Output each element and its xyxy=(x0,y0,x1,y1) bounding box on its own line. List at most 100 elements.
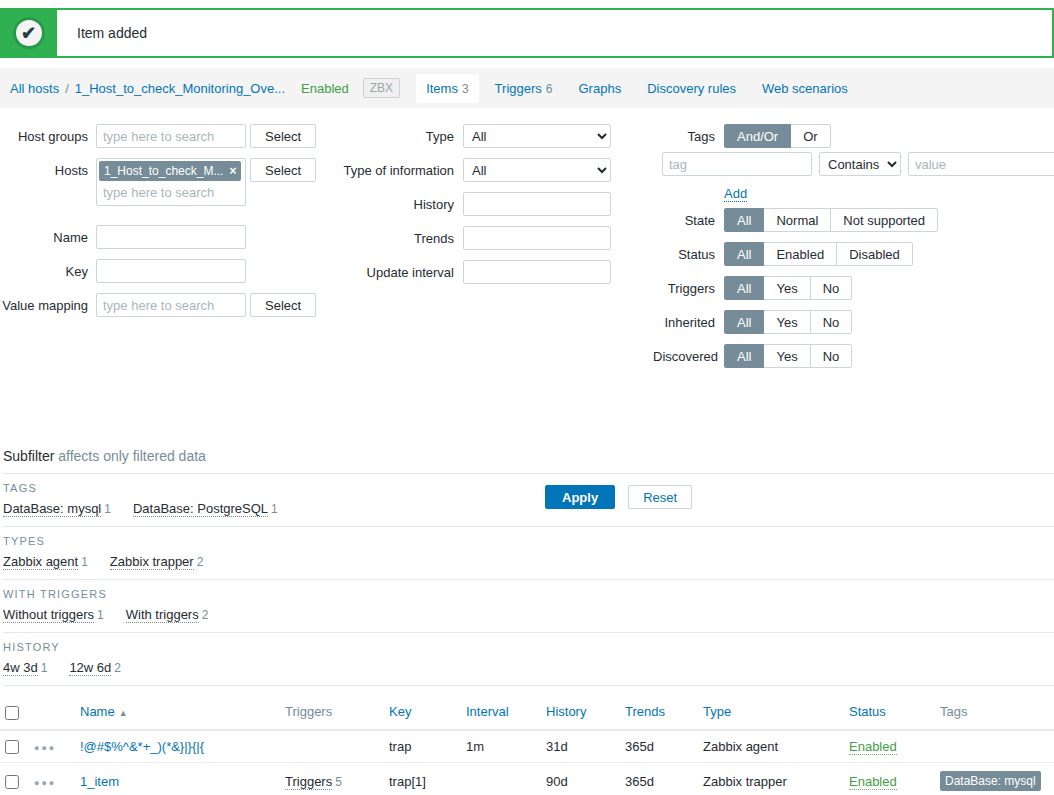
item-trends: 365d xyxy=(617,730,695,763)
subfilter-history-header: HISTORY xyxy=(3,641,1054,653)
discovered-segment: All Yes No xyxy=(724,344,852,368)
tab-triggers[interactable]: Triggers6 xyxy=(485,74,563,103)
tag-match-select[interactable]: Contains xyxy=(819,152,901,176)
hosts-label: Hosts xyxy=(0,158,88,178)
hosts-input-placeholder[interactable]: type here to search xyxy=(99,181,243,202)
tags-operator-andor[interactable]: And/Or xyxy=(724,124,791,148)
item-name-link[interactable]: !@#$%^&*+_)(*&}|}{|{ xyxy=(80,739,204,754)
column-header-status[interactable]: Status xyxy=(849,704,886,719)
trends-input[interactable] xyxy=(463,226,611,250)
item-triggers-link[interactable]: Triggers xyxy=(285,774,332,790)
host-status-label: Enabled xyxy=(301,81,349,96)
type-label: Type xyxy=(335,124,454,144)
discovered-all-button[interactable]: All xyxy=(724,344,764,368)
tab-items[interactable]: Items 3 xyxy=(416,74,478,103)
triggers-yes-button[interactable]: Yes xyxy=(763,276,810,300)
add-row-spacer xyxy=(653,178,715,183)
subfilter-with-triggers-header: WITH TRIGGERS xyxy=(3,588,1054,600)
table-row: ●●● !@#$%^&*+_)(*&}|}{|{ trap 1m 31d 365… xyxy=(0,730,1054,763)
tab-triggers-count: 6 xyxy=(546,82,553,96)
column-header-tags: Tags xyxy=(932,694,1054,730)
state-not-supported-button[interactable]: Not supported xyxy=(830,208,938,232)
item-status-link[interactable]: Enabled xyxy=(849,774,897,790)
column-header-name[interactable]: Name xyxy=(80,704,115,719)
apply-button[interactable]: Apply xyxy=(545,485,615,509)
column-header-triggers: Triggers xyxy=(277,694,381,730)
subfilter-type-agent-link[interactable]: Zabbix agent xyxy=(3,554,78,570)
value-mapping-input[interactable] xyxy=(96,293,246,317)
column-header-type[interactable]: Type xyxy=(703,704,731,719)
subfilter-count: 1 xyxy=(104,502,111,516)
item-type: Zabbix agent xyxy=(695,730,841,763)
subfilter-item: DataBase: mysql1 xyxy=(3,501,111,516)
tags-operator-or[interactable]: Or xyxy=(790,124,830,148)
subfilter-count: 1 xyxy=(97,608,104,622)
tab-items-label: Items xyxy=(426,81,458,96)
row-checkbox[interactable] xyxy=(5,775,19,789)
row-menu-button[interactable]: ●●● xyxy=(34,778,56,788)
success-check-icon: ✔ xyxy=(13,17,45,49)
triggers-all-button[interactable]: All xyxy=(724,276,764,300)
subfilter-type-trapper-link[interactable]: Zabbix trapper xyxy=(110,554,194,570)
banner-message: Item added xyxy=(57,8,1054,58)
host-groups-input[interactable] xyxy=(96,124,246,148)
discovered-yes-button[interactable]: Yes xyxy=(763,344,810,368)
tab-web-scenarios[interactable]: Web scenarios xyxy=(752,74,858,103)
status-disabled-button[interactable]: Disabled xyxy=(836,242,913,266)
breadcrumb-all-hosts[interactable]: All hosts xyxy=(10,81,59,96)
type-of-information-label: Type of information xyxy=(335,158,454,178)
subfilter-title: Subfilter affects only filtered data xyxy=(3,438,1054,473)
triggers-no-button[interactable]: No xyxy=(810,276,853,300)
tag-value-input[interactable] xyxy=(908,152,1054,176)
status-all-button[interactable]: All xyxy=(724,242,764,266)
host-groups-select-button[interactable]: Select xyxy=(250,124,316,148)
subfilter-history-12w6d-link[interactable]: 12w 6d xyxy=(69,660,111,676)
tags-operator-segment: And/Or Or xyxy=(724,124,831,148)
column-header-trends[interactable]: Trends xyxy=(625,704,665,719)
hosts-select-button[interactable]: Select xyxy=(250,158,316,182)
column-header-interval[interactable]: Interval xyxy=(466,704,509,719)
filter-column-middle: Type All Type of information All History… xyxy=(335,124,625,294)
column-header-history[interactable]: History xyxy=(546,704,586,719)
subfilter-item: With triggers2 xyxy=(126,607,209,622)
value-mapping-select-button[interactable]: Select xyxy=(250,293,316,317)
add-tag-link[interactable]: Add xyxy=(724,186,747,202)
hosts-multiselect[interactable]: 1_Host_to_check_M...× type here to searc… xyxy=(96,158,246,206)
inherited-all-button[interactable]: All xyxy=(724,310,764,334)
state-all-button[interactable]: All xyxy=(724,208,764,232)
tab-items-count: 3 xyxy=(462,82,469,96)
host-nav-band: All hosts / 1_Host_to_check_Monitoring_O… xyxy=(0,68,1054,108)
state-normal-button[interactable]: Normal xyxy=(763,208,831,232)
item-name-link[interactable]: 1_item xyxy=(80,774,119,789)
subfilter-history-4w3d-link[interactable]: 4w 3d xyxy=(3,660,38,676)
subfilter-group-with-triggers: WITH TRIGGERS Without triggers1 With tri… xyxy=(3,579,1054,632)
column-header-key[interactable]: Key xyxy=(389,704,411,719)
inherited-no-button[interactable]: No xyxy=(810,310,853,334)
update-interval-input[interactable] xyxy=(463,260,611,284)
tab-discovery-rules[interactable]: Discovery rules xyxy=(637,74,746,103)
tag-name-input[interactable] xyxy=(662,152,812,176)
type-select[interactable]: All xyxy=(463,124,611,148)
type-of-information-select[interactable]: All xyxy=(463,158,611,182)
reset-button[interactable]: Reset xyxy=(628,485,692,509)
subfilter-without-triggers-link[interactable]: Without triggers xyxy=(3,607,94,623)
subfilter-tag-postgresql-link[interactable]: DataBase: PostgreSQL xyxy=(133,501,268,517)
name-input[interactable] xyxy=(96,225,246,249)
subfilter-with-triggers-link[interactable]: With triggers xyxy=(126,607,199,623)
triggers-filter-label: Triggers xyxy=(653,276,715,296)
host-chip-remove-icon[interactable]: × xyxy=(229,164,236,178)
success-banner: ✔ Item added xyxy=(0,8,1054,58)
item-status-link[interactable]: Enabled xyxy=(849,739,897,755)
breadcrumb-host[interactable]: 1_Host_to_check_Monitoring_Ove... xyxy=(75,81,285,96)
key-input[interactable] xyxy=(96,259,246,283)
subfilter-tag-mysql-link[interactable]: DataBase: mysql xyxy=(3,501,101,517)
inherited-yes-button[interactable]: Yes xyxy=(763,310,810,334)
select-all-checkbox[interactable] xyxy=(5,706,19,720)
row-checkbox[interactable] xyxy=(5,740,19,754)
subfilter-group-types: TYPES Zabbix agent1 Zabbix trapper2 xyxy=(3,526,1054,579)
history-input[interactable] xyxy=(463,192,611,216)
status-enabled-button[interactable]: Enabled xyxy=(763,242,837,266)
tab-graphs[interactable]: Graphs xyxy=(569,74,632,103)
row-menu-button[interactable]: ●●● xyxy=(34,743,56,753)
discovered-no-button[interactable]: No xyxy=(810,344,853,368)
